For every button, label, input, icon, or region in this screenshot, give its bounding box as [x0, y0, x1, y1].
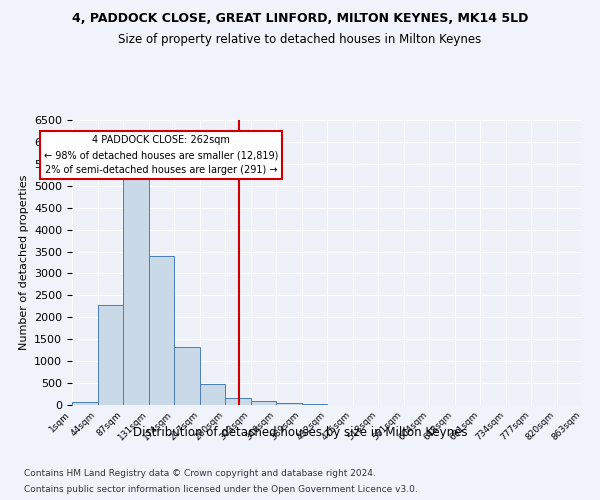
Bar	[123, 168, 149, 405]
Text: Size of property relative to detached houses in Milton Keynes: Size of property relative to detached ho…	[118, 32, 482, 46]
Text: 4, PADDOCK CLOSE, GREAT LINFORD, MILTON KEYNES, MK14 5LD: 4, PADDOCK CLOSE, GREAT LINFORD, MILTON …	[72, 12, 528, 26]
Bar	[251, 401, 276, 405]
Bar	[72, 402, 97, 405]
Bar	[149, 256, 174, 405]
Bar	[97, 305, 123, 405]
Y-axis label: Number of detached properties: Number of detached properties	[19, 175, 29, 350]
Text: Contains public sector information licensed under the Open Government Licence v3: Contains public sector information licen…	[24, 485, 418, 494]
Text: 4 PADDOCK CLOSE: 262sqm
← 98% of detached houses are smaller (12,819)
2% of semi: 4 PADDOCK CLOSE: 262sqm ← 98% of detache…	[44, 136, 278, 175]
Bar	[174, 347, 199, 405]
Bar	[276, 403, 302, 405]
Bar	[302, 404, 327, 405]
Bar	[225, 398, 251, 405]
Text: Contains HM Land Registry data © Crown copyright and database right 2024.: Contains HM Land Registry data © Crown c…	[24, 468, 376, 477]
Text: Distribution of detached houses by size in Milton Keynes: Distribution of detached houses by size …	[133, 426, 467, 439]
Bar	[199, 384, 225, 405]
